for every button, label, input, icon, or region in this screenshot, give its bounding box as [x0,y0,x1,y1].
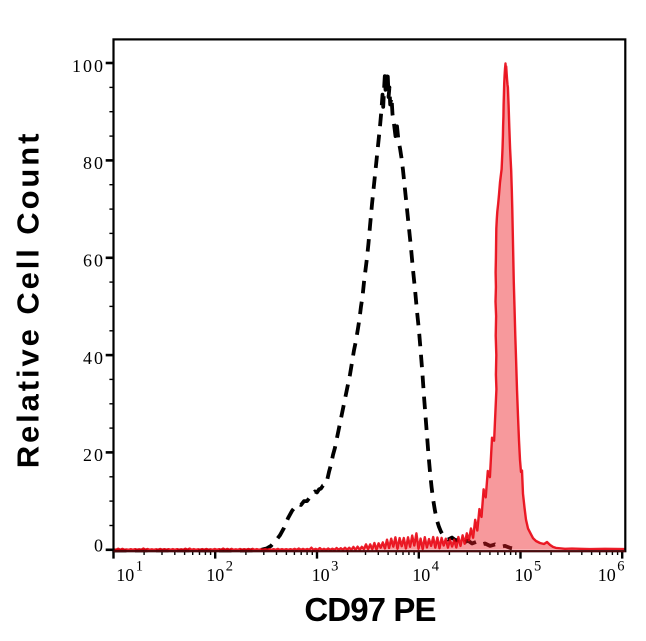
svg-text:1: 1 [136,558,143,574]
svg-text:5: 5 [534,558,541,574]
svg-text:2: 2 [226,558,233,574]
svg-text:0: 0 [94,536,105,556]
svg-text:100: 100 [72,56,105,76]
svg-text:80: 80 [83,153,105,173]
svg-text:CD97 PE: CD97 PE [304,591,435,628]
svg-text:60: 60 [83,251,105,271]
svg-text:10: 10 [598,565,616,585]
svg-text:6: 6 [617,558,624,574]
svg-text:4: 4 [432,558,440,574]
svg-text:20: 20 [83,445,105,465]
svg-text:Relative Cell Count: Relative Cell Count [11,131,46,469]
svg-text:40: 40 [83,348,105,368]
svg-text:10: 10 [412,565,430,585]
svg-text:10: 10 [206,565,224,585]
svg-text:3: 3 [331,558,338,574]
svg-text:10: 10 [515,565,533,585]
svg-text:10: 10 [312,565,330,585]
svg-text:10: 10 [116,565,134,585]
